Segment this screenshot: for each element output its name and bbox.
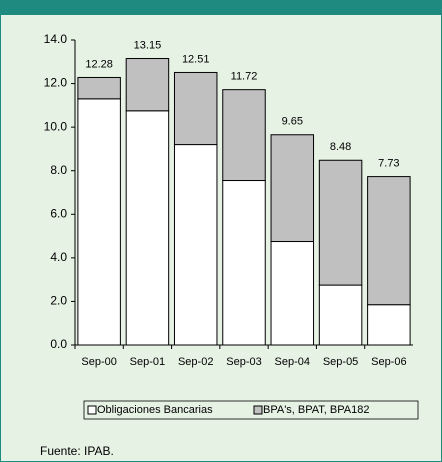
bar-segment: [318, 284, 363, 346]
total-label: 8.48: [330, 141, 351, 153]
total-label: 11.72: [231, 71, 258, 83]
total-label: 12.51: [182, 53, 210, 65]
total-label: 13.15: [134, 39, 162, 51]
y-tick-label: 6.0: [50, 206, 67, 220]
bar-segment: [125, 58, 170, 112]
legend-label: Obligaciones Bancarias: [97, 404, 213, 416]
bar-segment: [222, 180, 266, 346]
legend-swatch: [87, 405, 97, 415]
x-tick-label: Sep-05: [323, 356, 358, 368]
y-tick-label: 2.0: [50, 294, 67, 308]
y-tick-label: 8.0: [50, 163, 67, 177]
legend-box: [83, 400, 419, 420]
bar-segment: [77, 98, 121, 346]
total-label: 12.28: [85, 58, 113, 70]
total-label: 9.65: [282, 116, 303, 128]
x-tick-label: Sep-03: [226, 356, 261, 368]
y-tick-label: 0.0: [50, 337, 67, 351]
y-tick-label: 14.0: [44, 32, 68, 46]
legend-label: BPA's, BPAT, BPA182: [263, 404, 369, 416]
header-band: [0, 0, 442, 15]
y-tick-label: 12.0: [44, 76, 68, 90]
legend-swatch: [253, 405, 263, 415]
total-label: 7.73: [378, 158, 399, 170]
bar-segment: [367, 176, 411, 306]
bar-segment: [125, 110, 170, 346]
x-tick-label: Sep-00: [81, 356, 116, 368]
source-note: Fuente: IPAB.: [40, 444, 114, 458]
bar-segment: [270, 241, 315, 346]
bar-segment: [173, 144, 218, 346]
x-tick-label: Sep-02: [178, 356, 213, 368]
bar-segment: [222, 89, 266, 182]
bar-segment: [367, 304, 411, 346]
y-tick-label: 4.0: [50, 250, 67, 264]
bar-segment: [77, 76, 121, 100]
x-tick-label: Sep-04: [275, 356, 310, 368]
x-tick-label: Sep-06: [371, 356, 406, 368]
bar-segment: [318, 159, 363, 286]
x-tick-label: Sep-01: [130, 356, 165, 368]
bar-segment: [173, 71, 218, 146]
bar-segment: [270, 134, 315, 243]
y-tick-label: 10.0: [44, 119, 68, 133]
